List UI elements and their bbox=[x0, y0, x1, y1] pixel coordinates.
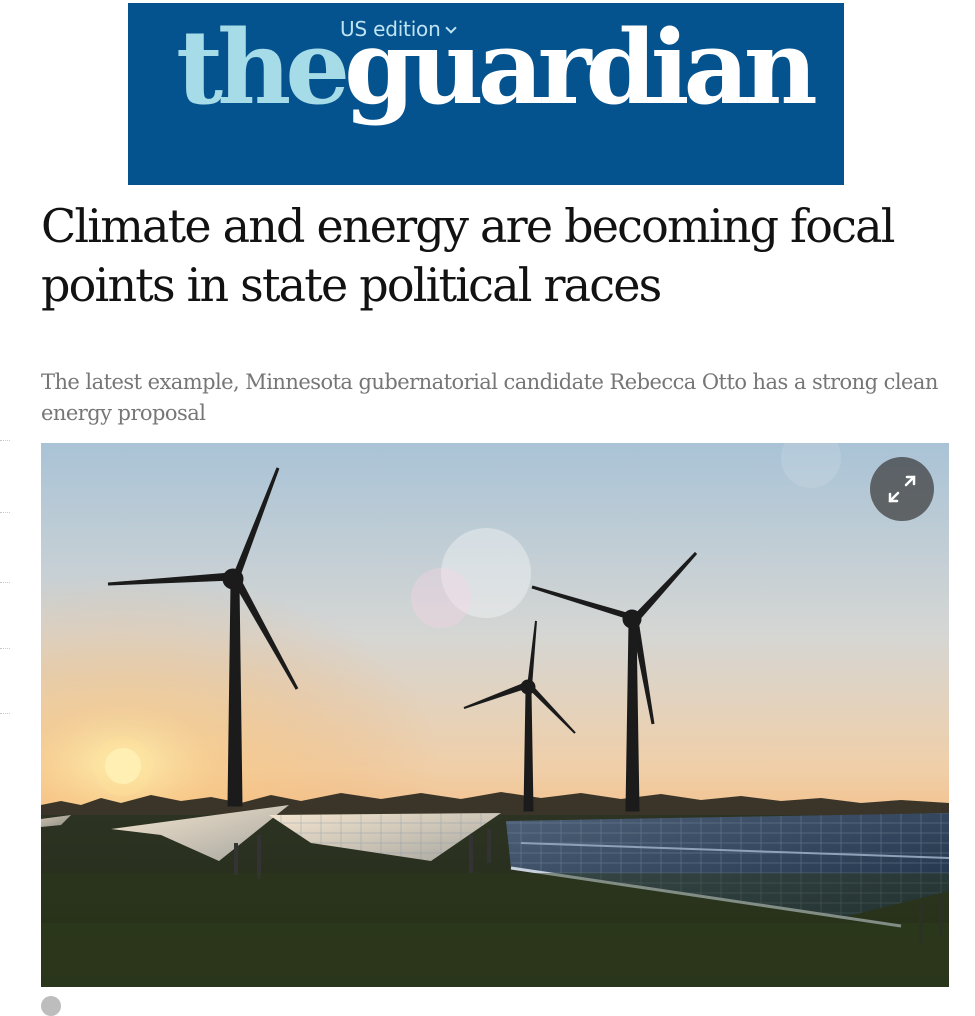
hero-image bbox=[41, 443, 949, 987]
article-headline: Climate and energy are becoming focal po… bbox=[41, 199, 895, 312]
edition-selector[interactable]: US edition bbox=[340, 17, 457, 41]
margin-divider bbox=[0, 713, 10, 714]
margin-divider bbox=[0, 512, 10, 513]
margin-divider bbox=[0, 582, 10, 583]
margin-divider bbox=[0, 648, 10, 649]
expand-image-button[interactable] bbox=[870, 457, 934, 521]
edition-label: US edition bbox=[340, 17, 441, 41]
article-standfirst: The latest example, Minnesota gubernator… bbox=[41, 370, 938, 425]
margin-divider bbox=[0, 440, 10, 441]
caption-icon bbox=[41, 996, 61, 1016]
masthead: US edition theguardian bbox=[128, 3, 844, 185]
guardian-logo[interactable]: theguardian bbox=[176, 17, 818, 119]
logo-the: the bbox=[176, 8, 350, 128]
logo-guardian: guardian bbox=[344, 8, 818, 128]
expand-icon bbox=[888, 475, 916, 503]
